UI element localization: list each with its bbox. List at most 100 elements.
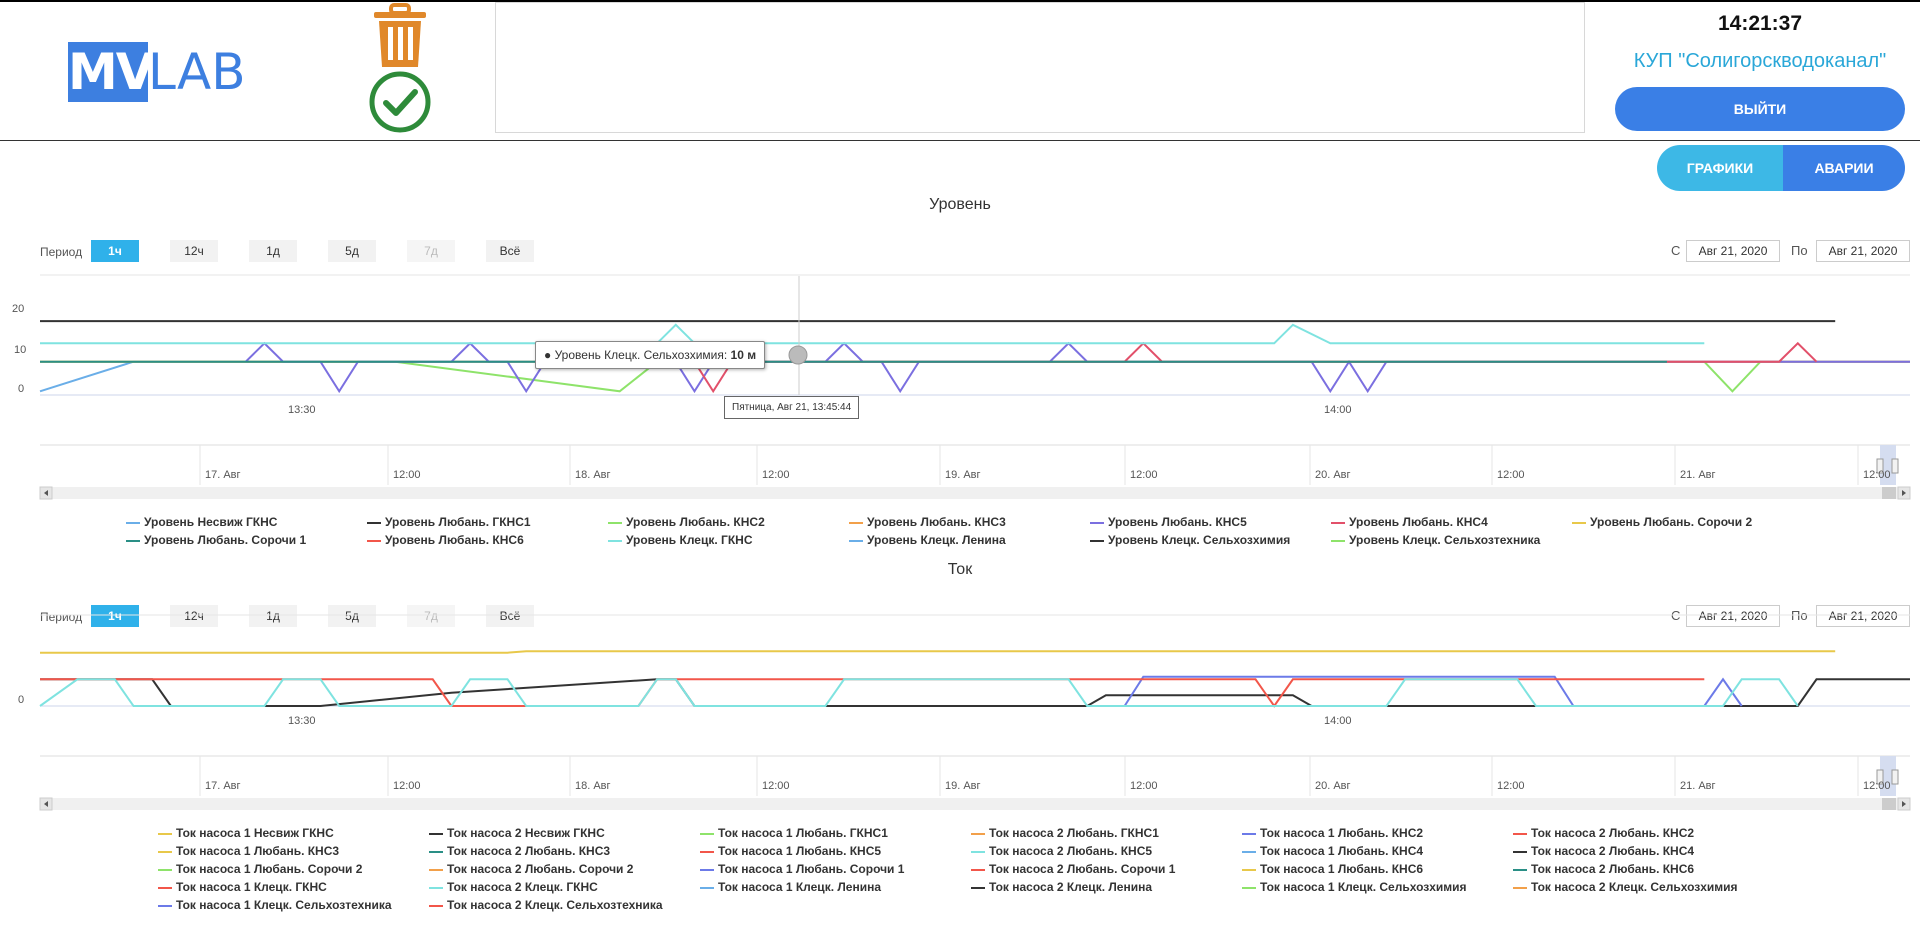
legend-item[interactable]: Ток насоса 2 Любань. КНС3 <box>429 843 610 859</box>
legend-item[interactable]: Ток насоса 1 Любань. КНС2 <box>1242 825 1423 841</box>
legend-item[interactable]: Ток насоса 2 Несвиж ГКНС <box>429 825 605 841</box>
period-1d-button[interactable]: 1д <box>249 240 297 262</box>
legend-label: Ток насоса 2 Клецк. ГКНС <box>447 880 598 894</box>
scrollbar-thumb <box>1882 798 1896 810</box>
legend-item[interactable]: Ток насоса 2 Любань. КНС2 <box>1513 825 1694 841</box>
exit-button[interactable]: ВЫЙТИ <box>1615 87 1905 131</box>
legend-item[interactable]: Уровень Любань. КНС6 <box>367 532 524 548</box>
legend-swatch <box>1242 850 1256 853</box>
y-tick: 20 <box>12 303 25 315</box>
legend-swatch <box>1513 868 1527 871</box>
legend-label: Уровень Клецк. ГКНС <box>626 533 753 547</box>
scroll-left-icon <box>44 801 48 807</box>
legend-item[interactable]: Ток насоса 2 Клецк. Сельхозхимия <box>1513 879 1738 895</box>
legend-item[interactable]: Уровень Клецк. Сельхозтехника <box>1331 532 1540 548</box>
legend-item[interactable]: Ток насоса 1 Клецк. Сельхозтехника <box>158 897 392 913</box>
from-date-input[interactable]: Авг 21, 2020 <box>1686 605 1780 627</box>
period-all-button[interactable]: Всё <box>486 240 534 262</box>
legend-item[interactable]: Ток насоса 1 Клецк. Ленина <box>700 879 881 895</box>
legend-item[interactable]: Ток насоса 1 Несвиж ГКНС <box>158 825 334 841</box>
legend-item[interactable]: Уровень Несвиж ГКНС <box>126 514 277 530</box>
navigator-tick-label: 17. Авг <box>205 780 241 792</box>
legend-item[interactable]: Ток насоса 2 Клецк. ГКНС <box>429 879 598 895</box>
series-line <box>39 678 1799 707</box>
legend-label: Ток насоса 1 Клецк. Сельхозтехника <box>176 898 392 912</box>
legend-item[interactable]: Уровень Любань. ГКНС1 <box>367 514 531 530</box>
check-icon[interactable] <box>368 70 432 134</box>
legend-item[interactable]: Ток насоса 2 Любань. КНС5 <box>971 843 1152 859</box>
legend-label: Уровень Любань. Сорочи 2 <box>1590 515 1753 529</box>
scrollbar-track <box>40 487 1910 499</box>
legend-item[interactable]: Ток насоса 2 Клецк. Сельхозтехника <box>429 897 663 913</box>
to-date-input[interactable]: Авг 21, 2020 <box>1816 240 1910 262</box>
period-5d-button[interactable]: 5д <box>328 240 376 262</box>
legend-item[interactable]: Уровень Любань. Сорочи 1 <box>126 532 306 548</box>
legend-item[interactable]: Уровень Любань. КНС5 <box>1090 514 1247 530</box>
tab-charts[interactable]: ГРАФИКИ <box>1657 145 1783 191</box>
legend-item[interactable]: Уровень Клецк. ГКНС <box>608 532 753 548</box>
logo-mv: MV <box>68 42 154 102</box>
tab-alarms[interactable]: АВАРИИ <box>1783 145 1905 191</box>
legend-item[interactable]: Ток насоса 2 Любань. КНС6 <box>1513 861 1694 877</box>
legend-item[interactable]: Ток насоса 1 Любань. Сорочи 2 <box>158 861 362 877</box>
legend-item[interactable]: Ток насоса 1 Любань. КНС3 <box>158 843 339 859</box>
legend-item[interactable]: Ток насоса 1 Любань. КНС6 <box>1242 861 1423 877</box>
legend-item[interactable]: Ток насоса 1 Любань. КНС4 <box>1242 843 1423 859</box>
to-date-input[interactable]: Авг 21, 2020 <box>1816 605 1910 627</box>
legend-swatch <box>429 904 443 907</box>
legend-item[interactable]: Уровень Любань. КНС3 <box>849 514 1006 530</box>
period-label: Период <box>40 245 83 259</box>
from-date-input[interactable]: Авг 21, 2020 <box>1686 240 1780 262</box>
legend-item[interactable]: Уровень Любань. КНС2 <box>608 514 765 530</box>
trash-icon[interactable] <box>370 3 430 69</box>
legend-swatch <box>849 539 863 542</box>
legend-label: Уровень Клецк. Ленина <box>867 533 1006 547</box>
legend-label: Ток насоса 2 Любань. КНС5 <box>989 844 1153 858</box>
legend-item[interactable]: Ток насоса 2 Клецк. Ленина <box>971 879 1152 895</box>
legend-label: Уровень Любань. КНС3 <box>867 515 1006 529</box>
period-1d-button[interactable]: 1д <box>249 605 297 627</box>
legend-item[interactable]: Ток насоса 1 Любань. Сорочи 1 <box>700 861 904 877</box>
period-1h-button[interactable]: 1ч <box>91 240 139 262</box>
legend-item[interactable]: Ток насоса 2 Любань. Сорочи 1 <box>971 861 1175 877</box>
period-5d-button[interactable]: 5д <box>328 605 376 627</box>
period-all-button[interactable]: Всё <box>486 605 534 627</box>
legend-item[interactable]: Ток насоса 1 Любань. ГКНС1 <box>700 825 888 841</box>
message-panel <box>495 2 1585 133</box>
navigator-tick-label: 12:00 <box>1130 469 1158 481</box>
legend-item[interactable]: Ток насоса 1 Клецк. ГКНС <box>158 879 327 895</box>
legend-item[interactable]: Ток насоса 2 Любань. ГКНС1 <box>971 825 1159 841</box>
legend-swatch <box>429 832 443 835</box>
legend-item[interactable]: Ток насоса 1 Клецк. Сельхозхимия <box>1242 879 1467 895</box>
legend-item[interactable]: Ток насоса 2 Любань. Сорочи 2 <box>429 861 633 877</box>
tooltip-value: 10 м <box>730 348 757 362</box>
legend-swatch <box>700 886 714 889</box>
legend-item[interactable]: Ток насоса 1 Любань. КНС5 <box>700 843 881 859</box>
legend-swatch <box>1513 850 1527 853</box>
legend-swatch <box>1331 539 1345 542</box>
legend-item[interactable]: Уровень Любань. Сорочи 2 <box>1572 514 1752 530</box>
navigator-tick-label: 19. Авг <box>945 780 981 792</box>
legend-swatch <box>608 521 622 524</box>
period-12h-button[interactable]: 12ч <box>170 240 218 262</box>
y-tick: 0 <box>18 383 25 395</box>
navigator-handle <box>1891 769 1899 785</box>
legend-item[interactable]: Уровень Любань. КНС4 <box>1331 514 1488 530</box>
legend-swatch <box>429 868 443 871</box>
legend-item[interactable]: Уровень Клецк. Сельхозхимия <box>1090 532 1290 548</box>
series-line <box>40 650 1836 654</box>
legend-swatch <box>971 886 985 889</box>
legend-label: Уровень Любань. КНС5 <box>1108 515 1247 529</box>
legend-label: Ток насоса 1 Любань. Сорочи 2 <box>176 862 363 876</box>
period-12h-button[interactable]: 12ч <box>170 605 218 627</box>
navigator-handle <box>1876 458 1884 474</box>
navigator-tick-label: 12:00 <box>393 780 421 792</box>
navigator-tick-label: 12:00 <box>1863 469 1891 481</box>
legend-item[interactable]: Уровень Клецк. Ленина <box>849 532 1006 548</box>
navigator-tick-label: 12:00 <box>393 469 421 481</box>
period-1h-button[interactable]: 1ч <box>91 605 139 627</box>
legend-item[interactable]: Ток насоса 2 Любань. КНС4 <box>1513 843 1694 859</box>
scroll-right-icon <box>1902 801 1906 807</box>
legend-swatch <box>158 868 172 871</box>
organization-name: КУП "Солигорскводоканал" <box>1633 50 1887 72</box>
